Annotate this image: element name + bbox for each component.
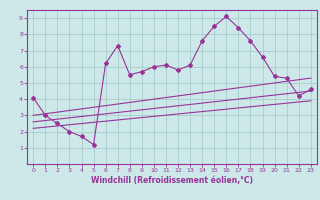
X-axis label: Windchill (Refroidissement éolien,°C): Windchill (Refroidissement éolien,°C) — [91, 176, 253, 185]
